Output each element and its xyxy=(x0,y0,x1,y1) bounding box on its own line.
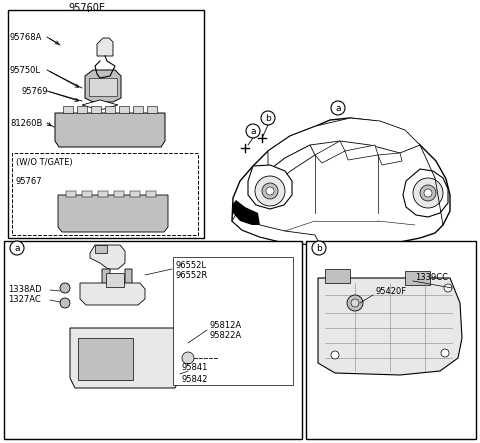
FancyBboxPatch shape xyxy=(146,191,156,197)
FancyBboxPatch shape xyxy=(8,10,204,238)
Circle shape xyxy=(10,241,24,255)
Polygon shape xyxy=(315,141,345,163)
Polygon shape xyxy=(82,100,118,110)
Circle shape xyxy=(444,284,452,292)
Text: 95842: 95842 xyxy=(182,376,208,385)
Polygon shape xyxy=(378,153,402,165)
FancyBboxPatch shape xyxy=(119,106,129,113)
Circle shape xyxy=(266,187,274,195)
Circle shape xyxy=(413,178,443,208)
Polygon shape xyxy=(70,328,180,388)
Text: (W/O T/GATE): (W/O T/GATE) xyxy=(16,158,72,167)
FancyBboxPatch shape xyxy=(306,241,476,439)
Text: 1338AD: 1338AD xyxy=(8,285,42,295)
FancyBboxPatch shape xyxy=(147,106,157,113)
Polygon shape xyxy=(98,269,132,303)
FancyBboxPatch shape xyxy=(106,273,124,287)
FancyBboxPatch shape xyxy=(91,106,101,113)
FancyBboxPatch shape xyxy=(105,106,115,113)
Text: a: a xyxy=(335,104,341,113)
FancyBboxPatch shape xyxy=(78,338,133,380)
FancyBboxPatch shape xyxy=(4,241,302,439)
FancyBboxPatch shape xyxy=(77,106,87,113)
Polygon shape xyxy=(80,283,145,305)
Text: 1327AC: 1327AC xyxy=(8,295,41,304)
FancyBboxPatch shape xyxy=(89,78,117,96)
Text: 95767: 95767 xyxy=(16,176,43,186)
Polygon shape xyxy=(345,145,378,160)
Text: 95420F: 95420F xyxy=(375,287,406,295)
Text: 95812A: 95812A xyxy=(210,320,242,330)
FancyBboxPatch shape xyxy=(173,257,293,385)
Polygon shape xyxy=(85,70,121,102)
Text: 95822A: 95822A xyxy=(210,330,242,339)
FancyBboxPatch shape xyxy=(66,191,76,197)
Text: 1339CC: 1339CC xyxy=(415,273,448,283)
Polygon shape xyxy=(318,278,462,375)
Polygon shape xyxy=(180,343,198,373)
Text: 95760E: 95760E xyxy=(68,3,105,13)
Text: b: b xyxy=(265,113,271,123)
Text: 95750L: 95750L xyxy=(10,66,41,74)
Circle shape xyxy=(424,189,432,197)
Circle shape xyxy=(262,183,278,199)
FancyBboxPatch shape xyxy=(130,191,140,197)
Text: 96552R: 96552R xyxy=(175,271,207,280)
Circle shape xyxy=(261,111,275,125)
Circle shape xyxy=(331,351,339,359)
FancyBboxPatch shape xyxy=(95,245,107,253)
Polygon shape xyxy=(232,200,260,225)
Text: b: b xyxy=(316,244,322,253)
Polygon shape xyxy=(248,165,292,209)
FancyBboxPatch shape xyxy=(98,191,108,197)
Text: a: a xyxy=(250,127,256,136)
Circle shape xyxy=(312,241,326,255)
FancyBboxPatch shape xyxy=(325,269,350,283)
FancyBboxPatch shape xyxy=(114,191,124,197)
Circle shape xyxy=(255,176,285,206)
Text: 95768A: 95768A xyxy=(10,32,42,42)
Circle shape xyxy=(331,101,345,115)
Circle shape xyxy=(246,124,260,138)
Polygon shape xyxy=(58,195,168,232)
FancyBboxPatch shape xyxy=(12,153,198,235)
FancyBboxPatch shape xyxy=(82,191,92,197)
Circle shape xyxy=(60,298,70,308)
Text: 81260B: 81260B xyxy=(10,118,42,128)
Polygon shape xyxy=(232,118,450,245)
FancyBboxPatch shape xyxy=(63,106,73,113)
Polygon shape xyxy=(90,245,125,269)
Circle shape xyxy=(60,283,70,293)
Circle shape xyxy=(351,299,359,307)
Polygon shape xyxy=(268,118,420,171)
Circle shape xyxy=(420,185,436,201)
FancyBboxPatch shape xyxy=(405,271,430,285)
Text: 95769: 95769 xyxy=(22,86,48,96)
Polygon shape xyxy=(268,145,315,180)
Text: 95841: 95841 xyxy=(182,364,208,373)
Polygon shape xyxy=(232,211,320,245)
Circle shape xyxy=(347,295,363,311)
Circle shape xyxy=(182,352,194,364)
Text: 96552L: 96552L xyxy=(175,260,206,269)
Polygon shape xyxy=(55,113,165,147)
Polygon shape xyxy=(403,169,448,217)
FancyBboxPatch shape xyxy=(133,106,143,113)
Text: a: a xyxy=(14,244,20,253)
Polygon shape xyxy=(97,38,113,56)
Circle shape xyxy=(441,349,449,357)
